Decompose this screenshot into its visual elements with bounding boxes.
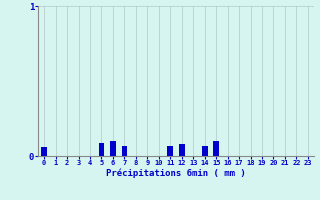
Bar	[202, 146, 208, 156]
Bar	[99, 142, 104, 156]
Bar	[41, 147, 47, 156]
X-axis label: Précipitations 6min ( mm ): Précipitations 6min ( mm )	[106, 169, 246, 178]
Bar	[122, 146, 127, 156]
Bar	[167, 146, 173, 156]
Bar	[213, 141, 219, 156]
Bar	[110, 141, 116, 156]
Bar	[179, 144, 185, 156]
